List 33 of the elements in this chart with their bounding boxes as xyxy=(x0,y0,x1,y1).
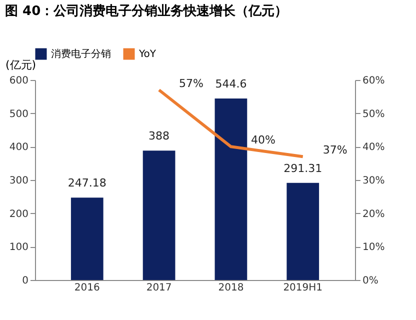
data-label: 247.18 xyxy=(68,176,106,190)
y-tick-label: 300 xyxy=(9,176,28,186)
data-label: 57% xyxy=(179,77,204,90)
y2-tick-label: 40% xyxy=(362,142,385,154)
chart-title: 图 40：公司消费电子分销业务快速增长（亿元） xyxy=(5,4,288,19)
data-label: 291.31 xyxy=(284,162,322,175)
x-tick-label: 2018 xyxy=(218,282,244,294)
x-tick-label: 2017 xyxy=(146,282,172,294)
x-tick-label: 2016 xyxy=(74,282,100,294)
y-axis-title: (亿元) xyxy=(6,58,36,72)
y-tick-label: 500 xyxy=(9,108,28,120)
y-tick-label: 600 xyxy=(9,76,28,86)
legend-label: 消费电子分销 xyxy=(51,48,111,60)
y2-tick-label: 60% xyxy=(362,76,385,86)
bar xyxy=(286,182,320,280)
data-label: 40% xyxy=(250,134,276,147)
bar xyxy=(142,150,176,280)
y-tick-label: 400 xyxy=(9,142,28,154)
y-tick-label: 200 xyxy=(9,208,28,220)
y2-tick-label: 50% xyxy=(362,108,385,120)
bar xyxy=(214,98,248,280)
bar xyxy=(70,198,104,280)
data-label: 388 xyxy=(148,130,170,143)
y2-tick-label: 20% xyxy=(362,208,385,220)
data-label: 544.6 xyxy=(215,77,247,90)
data-label: 37% xyxy=(322,144,348,157)
y2-tick-label: 30% xyxy=(362,176,385,186)
y2-tick-label: 10% xyxy=(362,242,385,254)
y-tick-label: 0 xyxy=(22,276,28,286)
legend-label: YoY xyxy=(138,49,157,60)
y-tick-label: 100 xyxy=(9,242,28,254)
y2-tick-label: 0% xyxy=(362,276,378,286)
x-tick-label: 2019H1 xyxy=(283,282,323,294)
